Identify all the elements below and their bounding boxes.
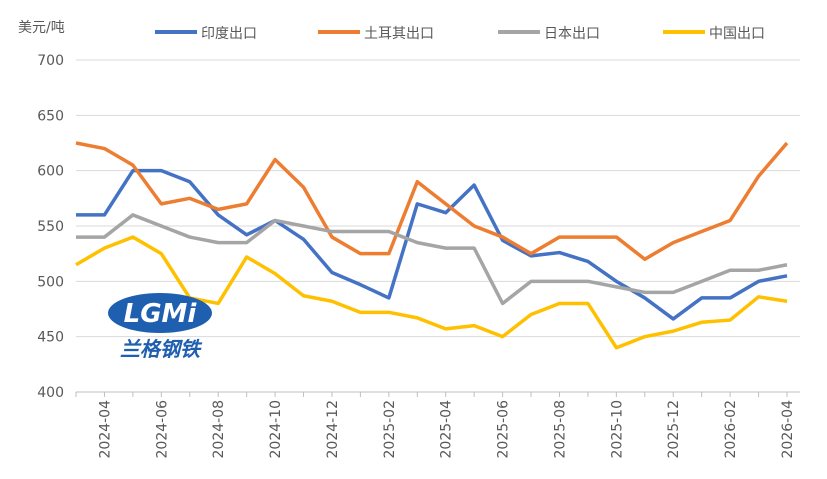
- y-tick-label: 650: [37, 108, 64, 124]
- x-tick-label: 2025-12: [666, 400, 682, 459]
- logo: LGMi 兰格钢铁: [108, 293, 212, 361]
- line-series: [76, 168, 788, 321]
- legend-label: 日本出口: [544, 26, 600, 42]
- legend-label: 印度出口: [201, 26, 257, 42]
- legend-label: 中国出口: [709, 26, 765, 42]
- line-series: [75, 235, 788, 350]
- x-tick-label: 2025-02: [382, 400, 398, 459]
- y-tick-label: 400: [37, 385, 64, 401]
- y-axis-label: 美元/吨: [18, 20, 65, 36]
- x-tick-label: 2024-08: [211, 400, 227, 459]
- y-tick-label: 550: [37, 219, 64, 235]
- x-tick-label: 2025-08: [552, 400, 568, 459]
- x-tick-label: 2024-12: [325, 400, 341, 459]
- line-series: [76, 213, 788, 306]
- y-tick-label: 500: [37, 274, 64, 290]
- x-tick-label: 2025-10: [609, 400, 625, 459]
- logo-name: 兰格钢铁: [120, 337, 203, 361]
- y-tick-label: 450: [37, 330, 64, 346]
- line-series: [75, 141, 789, 261]
- logo-mark: LGMi: [124, 299, 198, 329]
- x-tick-label: 2026-04: [780, 400, 796, 459]
- x-tick-label: 2024-06: [154, 400, 170, 459]
- y-tick-label: 700: [37, 53, 64, 69]
- legend-label: 土耳其出口: [364, 26, 434, 42]
- x-tick-label: 2024-10: [268, 400, 284, 459]
- x-tick-label: 2024-04: [97, 400, 113, 459]
- y-tick-label: 600: [37, 164, 64, 180]
- logo-badge: [108, 293, 212, 333]
- x-tick-label: 2026-02: [723, 400, 739, 459]
- x-tick-label: 2025-06: [496, 400, 512, 459]
- x-tick-label: 2025-04: [439, 400, 455, 459]
